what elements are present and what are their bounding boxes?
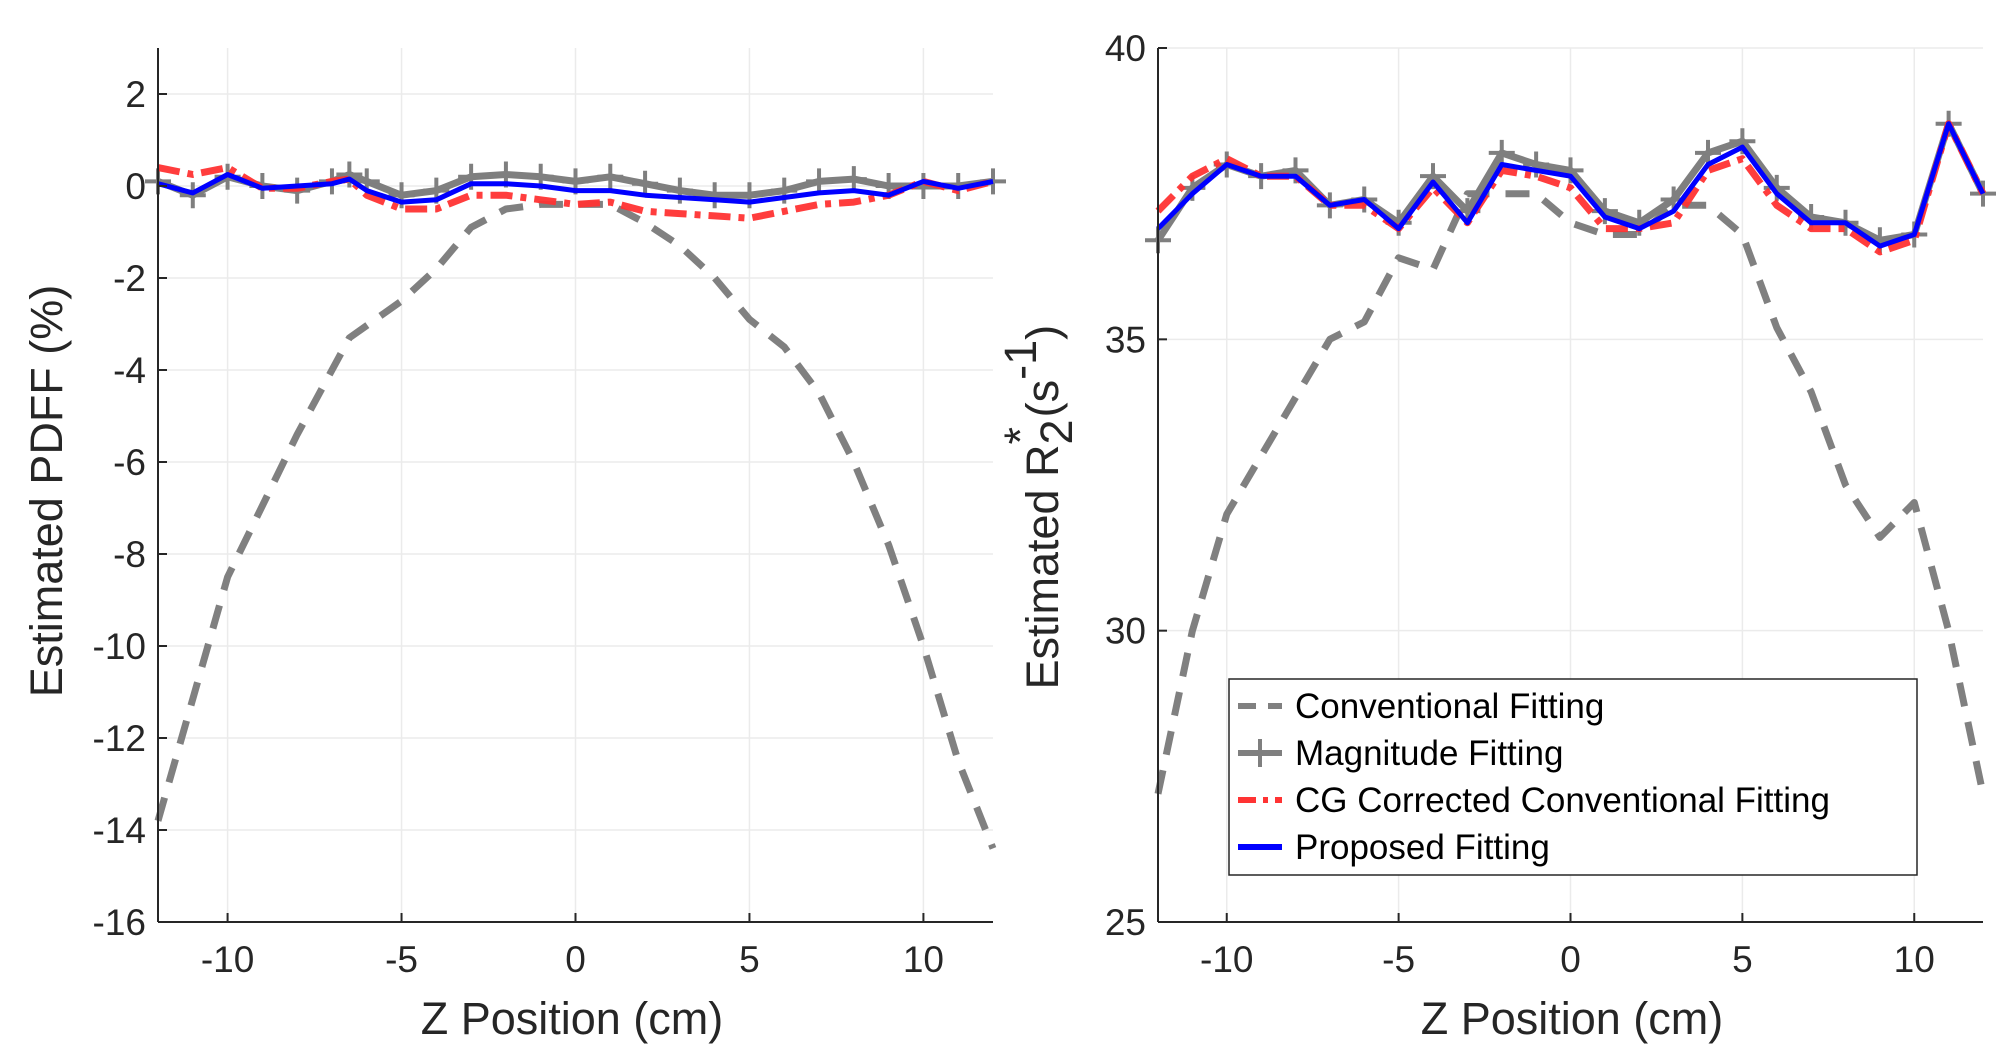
r2star-series-proposed <box>1156 121 1986 249</box>
pdff-ytick-label-9: 2 <box>125 74 146 115</box>
pdff-ytick-label-4: -8 <box>113 534 146 575</box>
pdff-plot-area <box>145 161 1006 850</box>
r2star-xtick-label-0: -10 <box>1200 939 1253 980</box>
pdff-ytick-label-7: -2 <box>113 258 146 299</box>
r2star-ylabel-unit: (s <box>1017 380 1068 418</box>
pdff-xlabel: Z Position (cm) <box>421 993 724 1044</box>
r2star-panel: -10 -5 0 5 10 25 30 35 40 Z Position (cm) Estima… <box>995 28 1996 1044</box>
r2star-xtick-label-1: -5 <box>1382 939 1415 980</box>
pdff-marker-magnitude-20 <box>806 168 833 195</box>
pdff-ytick-label-1: -14 <box>93 810 146 851</box>
pdff-xtick-label-0: -10 <box>201 939 254 980</box>
pdff-xtick-label-4: 10 <box>903 939 944 980</box>
r2star-ylabel: Estimated R <box>1017 444 1068 689</box>
pdff-xtick-label-3: 5 <box>739 939 760 980</box>
pdff-ytick-label-0: -16 <box>93 902 146 943</box>
pdff-marker-magnitude-14 <box>597 163 624 190</box>
legend-swatch-magnitude-marker <box>1246 739 1274 767</box>
pdff-marker-magnitude-17 <box>701 182 728 209</box>
r2star-xtick-label-3: 5 <box>1732 939 1753 980</box>
r2star-series-conventional <box>1154 190 1987 795</box>
legend-item-conventional: Conventional Fitting <box>1238 687 1604 726</box>
r2star-marker-magnitude-11 <box>1523 151 1550 178</box>
legend-item-proposed: Proposed Fitting <box>1238 828 1550 867</box>
svg-text:Estimated R: Estimated R <box>1017 444 1068 689</box>
legend-box <box>1228 678 1918 876</box>
pdff-xtick-label-1: -5 <box>385 939 418 980</box>
r2star-ylabel-unit-exp: -1 <box>995 340 1046 380</box>
pdff-series-proposed <box>157 172 994 205</box>
pdff-marker-magnitude-21 <box>840 166 867 193</box>
pdff-panel: -10 -5 0 5 10 -16 -14 -12 -10 -8 -6 -4 -2 0 2 Z Positi… <box>21 48 1006 1044</box>
r2star-ylabel-unit-close: ) <box>1017 325 1068 340</box>
pdff-ytick-label-8: 0 <box>125 166 146 207</box>
pdff-series-conventional <box>154 200 997 850</box>
r2star-marker-magnitude-10 <box>1488 139 1515 166</box>
r2star-ytick-label-3: 40 <box>1105 28 1146 69</box>
r2star-ylabel-sup: * <box>995 427 1046 445</box>
r2star-ylabel-sub: 2 <box>1031 419 1082 444</box>
r2star-marker-magnitude-13 <box>1591 198 1618 225</box>
pdff-marker-magnitude-6 <box>336 161 363 188</box>
legend-label-proposed: Proposed Fitting <box>1295 828 1550 867</box>
pdff-ytick-label-2: -12 <box>93 718 146 759</box>
pdff-marker-magnitude-15 <box>632 170 659 197</box>
pdff-ytick-label-3: -10 <box>93 626 146 667</box>
legend-label-magnitude: Magnitude Fitting <box>1295 734 1563 773</box>
r2star-xtick-label-2: 0 <box>1560 939 1581 980</box>
pdff-ytick-label-5: -6 <box>113 442 146 483</box>
pdff-ylabel: Estimated PDFF (%) <box>21 285 72 698</box>
r2star-xtick-label-4: 10 <box>1894 939 1935 980</box>
legend-label-conventional: Conventional Fitting <box>1295 687 1604 726</box>
legend: Conventional Fitting Magnitude Fitting C… <box>1228 678 1918 876</box>
legend-item-cg: CG Corrected Conventional Fitting <box>1238 781 1830 820</box>
r2star-ytick-label-0: 25 <box>1105 902 1146 943</box>
r2star-ylabel-main: Estimated R <box>1017 444 1068 689</box>
r2star-series-cg <box>1155 120 1987 256</box>
pdff-ytick-label-6: -4 <box>113 350 146 391</box>
r2star-xlabel: Z Position (cm) <box>1421 993 1724 1044</box>
legend-item-magnitude: Magnitude Fitting <box>1238 734 1563 773</box>
r2star-axes: -10 -5 0 5 10 25 30 35 40 <box>1105 28 1983 980</box>
r2star-ylabel-tail: 2 * (s -1 ) <box>995 325 1082 445</box>
legend-label-cg: CG Corrected Conventional Fitting <box>1295 781 1830 820</box>
r2star-marker-magnitude-16 <box>1695 139 1721 166</box>
pdff-axes: -10 -5 0 5 10 -16 -14 -12 -10 -8 -6 -4 -2 0 2 <box>93 48 993 980</box>
r2star-ytick-label-2: 35 <box>1105 319 1146 360</box>
pdff-xtick-label-2: 0 <box>565 939 586 980</box>
r2star-ytick-label-1: 30 <box>1105 611 1146 652</box>
